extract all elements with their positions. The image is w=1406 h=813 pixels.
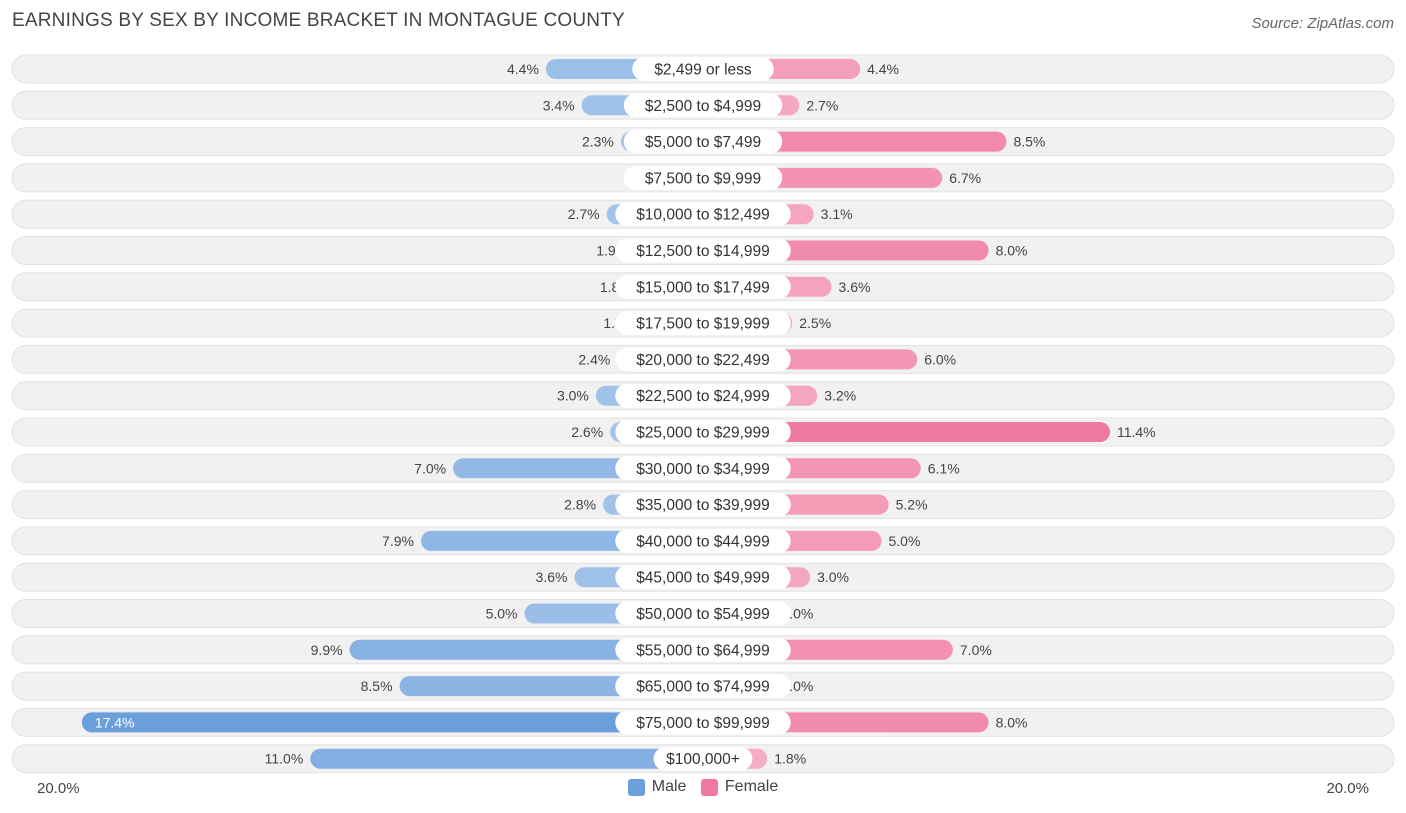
value-label-female: 5.2% (896, 497, 928, 513)
value-label-male: 2.6% (571, 424, 603, 440)
legend-swatch-female (700, 778, 718, 796)
category-label: $25,000 to $29,999 (636, 425, 770, 442)
category-label: $55,000 to $64,999 (636, 642, 770, 659)
category-label: $22,500 to $24,999 (636, 388, 770, 405)
value-label-female: 1.8% (774, 751, 806, 767)
value-label-female: 7.0% (960, 642, 992, 658)
value-label-male: 11.0% (265, 751, 304, 767)
axis-right-label: 20.0% (1326, 780, 1369, 797)
value-label-male: 2.8% (564, 497, 596, 513)
chart: 4.4% 4.4% $2,499 or less 3.4% 2.7% $2,500 to … (11, 54, 1395, 774)
legend-label-male: Male (651, 778, 687, 795)
value-label-female: 6.0% (924, 351, 956, 367)
value-label-female: 8.5% (1013, 134, 1045, 150)
category-pill (615, 528, 791, 553)
value-label-male: 2.3% (582, 134, 614, 150)
category-label: $50,000 to $54,999 (636, 606, 770, 623)
category-pill (615, 238, 791, 263)
category-label: $5,000 to $7,499 (645, 134, 761, 151)
value-label-male: 3.0% (557, 388, 589, 404)
category-pill (623, 165, 783, 190)
source-label: Source: ZipAtlas.com (1251, 15, 1394, 32)
legend-label-female: Female (724, 778, 779, 795)
value-label-female: 3.6% (839, 279, 871, 295)
category-pill (615, 637, 791, 662)
value-label-female: 2.7% (806, 97, 838, 113)
category-pill (615, 492, 791, 517)
category-pill (615, 347, 791, 372)
bar-male (81, 712, 703, 733)
value-label-female: 6.1% (928, 460, 960, 476)
value-label-male: 3.6% (536, 569, 568, 585)
value-label-male: 7.9% (382, 533, 414, 549)
bar-male (349, 639, 703, 660)
value-label-female: 4.4% (867, 61, 899, 77)
category-pill (615, 420, 791, 444)
category-pill (615, 565, 791, 590)
value-label-male: 17.4% (95, 714, 135, 730)
bar-male (310, 748, 703, 769)
category-label: $45,000 to $49,999 (636, 570, 770, 587)
axis-left-label: 20.0% (37, 780, 80, 797)
value-label-female: 3.0% (817, 569, 849, 585)
category-label: $40,000 to $44,999 (636, 533, 770, 550)
category-label: $35,000 to $39,999 (636, 497, 770, 514)
value-label-female: 3.2% (824, 388, 856, 404)
category-pill (623, 93, 783, 118)
category-label: $17,500 to $19,999 (636, 316, 770, 333)
category-label: $10,000 to $12,499 (636, 207, 770, 224)
value-label-male: 3.4% (543, 97, 575, 113)
category-label: $75,000 to $99,999 (636, 715, 770, 732)
category-pill (632, 57, 774, 81)
category-label: $100,000+ (666, 751, 740, 768)
value-label-female: 3.1% (821, 206, 853, 222)
category-label: $15,000 to $17,499 (636, 279, 770, 296)
category-pill (615, 202, 791, 227)
value-label-male: 7.0% (414, 460, 446, 476)
legend-swatch-male (627, 778, 645, 796)
category-label: $2,499 or less (654, 62, 752, 79)
category-label: $7,500 to $9,999 (645, 170, 761, 187)
value-label-female: 2.5% (799, 315, 831, 331)
category-pill (623, 129, 783, 154)
bar-female (703, 422, 1110, 442)
value-label-male: 5.0% (486, 606, 518, 622)
value-label-female: 11.4% (1117, 424, 1156, 440)
legend-item-female[interactable]: Female (700, 778, 779, 796)
category-pill (615, 674, 791, 699)
value-label-female: 5.0% (889, 533, 921, 549)
value-label-male: 2.4% (578, 351, 610, 367)
category-pill (615, 383, 791, 408)
category-label: $30,000 to $34,999 (636, 461, 770, 478)
category-pill (615, 601, 791, 626)
category-label: $12,500 to $14,999 (636, 243, 770, 260)
legend: Male Female (0, 778, 1406, 801)
legend-item-male[interactable]: Male (627, 778, 687, 796)
category-pill (615, 456, 791, 481)
value-label-female: 8.0% (996, 243, 1028, 259)
category-pill (615, 311, 791, 336)
category-label: $2,500 to $4,999 (645, 98, 761, 115)
value-label-male: 9.9% (311, 642, 343, 658)
category-label: $65,000 to $74,999 (636, 679, 770, 696)
value-label-female: 6.7% (949, 170, 981, 186)
chart-title: EARNINGS BY SEX BY INCOME BRACKET IN MON… (12, 10, 625, 31)
value-label-male: 8.5% (361, 678, 393, 694)
category-pill (615, 274, 791, 299)
value-label-female: 8.0% (996, 714, 1028, 730)
category-label: $20,000 to $22,499 (636, 352, 770, 369)
category-pill (653, 746, 753, 771)
value-label-male: 2.7% (568, 206, 600, 222)
value-label-male: 4.4% (507, 61, 539, 77)
category-pill (615, 710, 791, 735)
